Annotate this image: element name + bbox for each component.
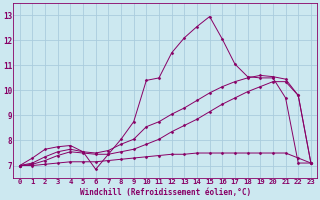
- X-axis label: Windchill (Refroidissement éolien,°C): Windchill (Refroidissement éolien,°C): [80, 188, 251, 197]
